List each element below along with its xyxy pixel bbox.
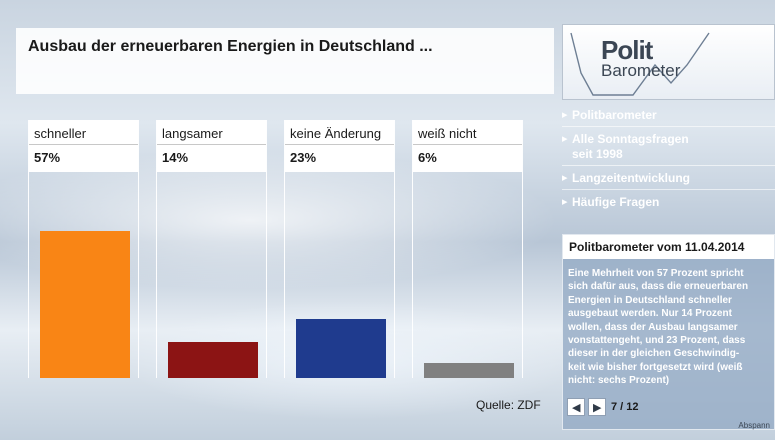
chart-column: schneller 57% [28, 120, 139, 378]
info-box: Politbarometer vom 11.04.2014 Eine Mehrh… [562, 234, 775, 430]
logo-text-barometer: Barometer [601, 61, 681, 80]
prev-button[interactable]: ◀ [567, 398, 585, 416]
divider [562, 189, 775, 190]
divider [413, 144, 522, 145]
abspann-link[interactable]: Abspann [738, 421, 770, 430]
next-button[interactable]: ▶ [588, 398, 606, 416]
divider [29, 144, 138, 145]
chart-column: weiß nicht 6% [412, 120, 523, 378]
page-indicator: 7 / 12 [611, 401, 639, 413]
bar [168, 341, 258, 378]
divider [562, 126, 775, 127]
column-header: schneller 57% [29, 120, 138, 172]
page-title: Ausbau der erneuerbaren Energien in Deut… [28, 38, 433, 55]
politbarometer-logo[interactable]: Polit Barometer [562, 24, 775, 100]
column-header: langsamer 14% [157, 120, 266, 172]
nav-item-haeufige-fragen[interactable]: Häufige Fragen [562, 195, 775, 210]
data-label: 14% [162, 150, 189, 165]
bar [40, 230, 130, 378]
divider [562, 165, 775, 166]
chevron-right-icon: ▶ [593, 402, 602, 414]
sidebar: Polit Barometer Politbarometer Alle Sonn… [562, 24, 775, 440]
info-title: Politbarometer vom 11.04.2014 [569, 240, 745, 254]
title-bar: Ausbau der erneuerbaren Energien in Deut… [16, 28, 554, 94]
chevron-left-icon: ◀ [572, 402, 581, 414]
category-label: langsamer [162, 126, 223, 141]
category-label: schneller [34, 126, 87, 141]
nav-item-politbarometer[interactable]: Politbarometer [562, 108, 775, 123]
divider [157, 144, 266, 145]
bar [296, 318, 386, 378]
bar-chart: schneller 57% langsamer 14% keine Änderung 23… [28, 120, 523, 378]
sidebar-nav: Politbarometer Alle Sonntagsfragen seit … [562, 108, 775, 216]
column-header: keine Änderung 23% [285, 120, 394, 172]
bar [424, 362, 514, 378]
logo-text-polit: Polit [601, 35, 653, 65]
nav-item-langzeitentwicklung[interactable]: Langzeitentwicklung [562, 171, 775, 186]
source-label: Quelle: ZDF [476, 398, 541, 412]
nav-item-sonntagsfragen[interactable]: Alle Sonntagsfragen seit 1998 [562, 132, 775, 162]
data-label: 57% [34, 150, 61, 165]
category-label: keine Änderung [290, 126, 382, 141]
info-header: Politbarometer vom 11.04.2014 [563, 235, 774, 259]
data-label: 23% [290, 150, 317, 165]
chart-column: keine Änderung 23% [284, 120, 395, 378]
column-header: weiß nicht 6% [413, 120, 522, 172]
category-label: weiß nicht [418, 126, 477, 141]
data-label: 6% [418, 150, 437, 165]
chart-column: langsamer 14% [156, 120, 267, 378]
logo-zigzag-icon [570, 32, 710, 96]
divider [285, 144, 394, 145]
info-text: Eine Mehrheit von 57 Prozent spricht sic… [568, 268, 749, 387]
